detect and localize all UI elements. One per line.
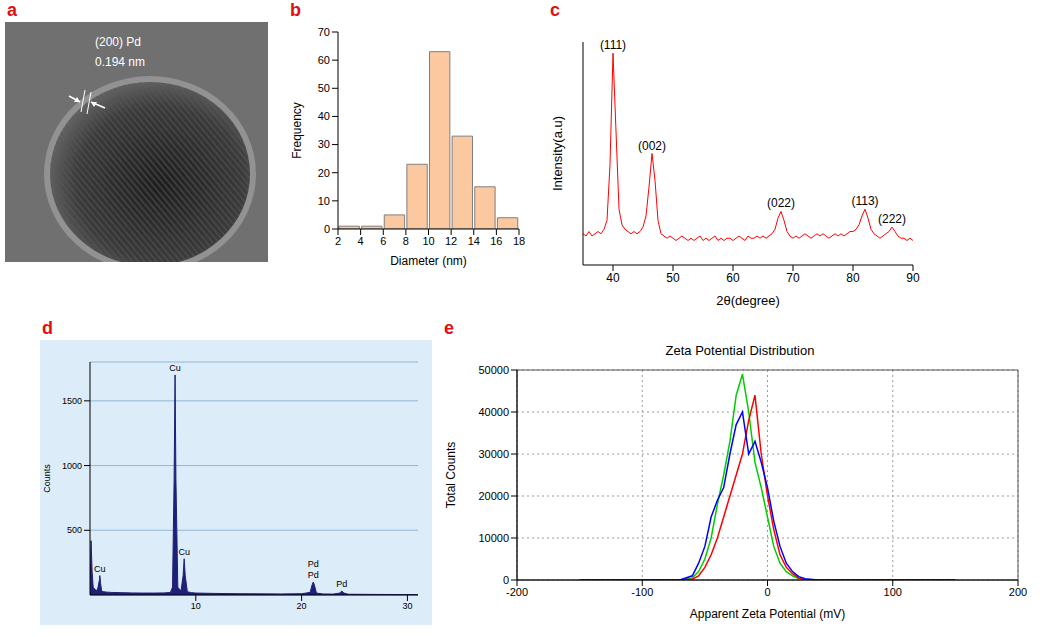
svg-text:Frequency: Frequency xyxy=(290,102,304,159)
svg-text:(200) Pd: (200) Pd xyxy=(95,35,141,49)
svg-text:(022): (022) xyxy=(767,196,795,210)
svg-text:(113): (113) xyxy=(851,194,878,208)
svg-text:20: 20 xyxy=(318,167,330,179)
svg-text:60: 60 xyxy=(318,54,330,66)
svg-text:0: 0 xyxy=(324,223,330,235)
svg-text:100: 100 xyxy=(884,586,902,598)
svg-text:0: 0 xyxy=(764,586,770,598)
svg-text:12: 12 xyxy=(445,235,457,247)
svg-text:200: 200 xyxy=(1009,586,1027,598)
svg-text:40: 40 xyxy=(318,110,330,122)
svg-text:60: 60 xyxy=(726,271,740,285)
svg-text:40: 40 xyxy=(606,271,620,285)
svg-text:(222): (222) xyxy=(878,212,906,226)
svg-text:30: 30 xyxy=(318,138,330,150)
svg-text:500: 500 xyxy=(67,525,82,535)
svg-text:80: 80 xyxy=(846,271,860,285)
svg-text:18: 18 xyxy=(513,235,525,247)
svg-text:10: 10 xyxy=(422,235,434,247)
svg-text:40000: 40000 xyxy=(478,406,509,418)
svg-text:14: 14 xyxy=(468,235,480,247)
svg-text:20: 20 xyxy=(297,601,307,611)
svg-text:Diameter (nm): Diameter (nm) xyxy=(390,254,467,268)
svg-text:Cu: Cu xyxy=(169,363,181,373)
svg-text:Apparent Zeta Potential (mV): Apparent Zeta Potential (mV) xyxy=(690,607,845,621)
html-text:a: a xyxy=(7,0,17,20)
svg-text:90: 90 xyxy=(906,271,920,285)
html-text:e: e xyxy=(444,318,454,338)
svg-text:Pd: Pd xyxy=(336,579,347,589)
svg-text:50: 50 xyxy=(318,82,330,94)
svg-text:30000: 30000 xyxy=(478,448,509,460)
svg-text:-100: -100 xyxy=(631,586,653,598)
svg-text:2θ(degree): 2θ(degree) xyxy=(716,293,780,308)
svg-text:10000: 10000 xyxy=(478,532,509,544)
svg-text:70: 70 xyxy=(318,26,330,38)
svg-text:10: 10 xyxy=(191,601,201,611)
svg-text:(002): (002) xyxy=(638,139,666,153)
svg-text:Counts: Counts xyxy=(42,464,52,493)
svg-text:-200: -200 xyxy=(506,586,528,598)
svg-text:70: 70 xyxy=(786,271,800,285)
svg-text:1500: 1500 xyxy=(62,396,82,406)
svg-text:Cu: Cu xyxy=(94,564,106,574)
svg-text:Pd: Pd xyxy=(308,559,319,569)
svg-text:Cu: Cu xyxy=(178,547,190,557)
svg-text:2: 2 xyxy=(335,235,341,247)
svg-text:20000: 20000 xyxy=(478,490,509,502)
svg-text:Intensity(a.u): Intensity(a.u) xyxy=(550,116,565,191)
svg-text:0.194 nm: 0.194 nm xyxy=(95,55,145,69)
svg-text:30: 30 xyxy=(402,601,412,611)
html-text:Zeta Potential Distribution: Zeta Potential Distribution xyxy=(665,343,815,358)
svg-text:1000: 1000 xyxy=(62,461,82,471)
html-text:b: b xyxy=(290,0,301,20)
svg-text:0: 0 xyxy=(503,574,509,586)
svg-text:16: 16 xyxy=(490,235,502,247)
svg-text:(111): (111) xyxy=(600,38,626,52)
svg-text:6: 6 xyxy=(380,235,386,247)
svg-text:Total Counts: Total Counts xyxy=(444,442,458,509)
svg-text:Pd: Pd xyxy=(308,570,319,580)
html-text:d: d xyxy=(42,318,53,338)
svg-text:8: 8 xyxy=(403,235,409,247)
svg-text:50: 50 xyxy=(666,271,680,285)
svg-text:50000: 50000 xyxy=(478,364,509,376)
html-text:c: c xyxy=(550,0,560,20)
svg-text:4: 4 xyxy=(358,235,364,247)
svg-text:10: 10 xyxy=(318,195,330,207)
